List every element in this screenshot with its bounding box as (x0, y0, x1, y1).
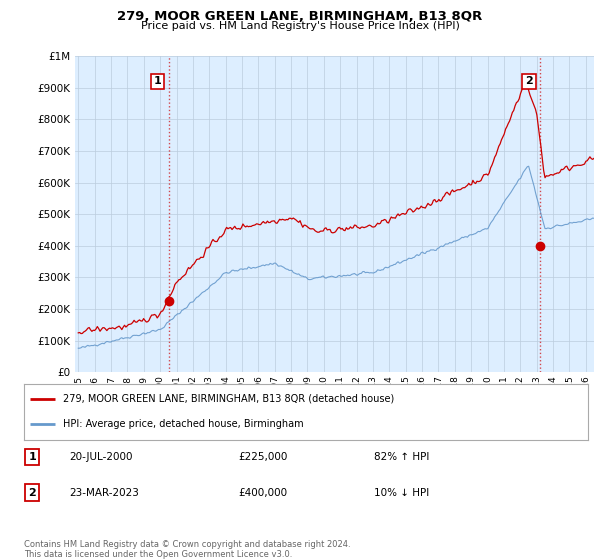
Text: 2: 2 (29, 488, 37, 497)
Text: 23-MAR-2023: 23-MAR-2023 (69, 488, 139, 497)
Text: Price paid vs. HM Land Registry's House Price Index (HPI): Price paid vs. HM Land Registry's House … (140, 21, 460, 31)
Text: 279, MOOR GREEN LANE, BIRMINGHAM, B13 8QR (detached house): 279, MOOR GREEN LANE, BIRMINGHAM, B13 8Q… (64, 394, 395, 404)
Text: £400,000: £400,000 (238, 488, 287, 497)
Text: £225,000: £225,000 (238, 452, 287, 462)
Text: 20-JUL-2000: 20-JUL-2000 (69, 452, 133, 462)
Text: 82% ↑ HPI: 82% ↑ HPI (374, 452, 429, 462)
Text: 2: 2 (525, 76, 533, 86)
Text: 1: 1 (29, 452, 37, 462)
Text: 279, MOOR GREEN LANE, BIRMINGHAM, B13 8QR: 279, MOOR GREEN LANE, BIRMINGHAM, B13 8Q… (118, 10, 482, 23)
Text: Contains HM Land Registry data © Crown copyright and database right 2024.
This d: Contains HM Land Registry data © Crown c… (24, 540, 350, 559)
Text: 1: 1 (154, 76, 161, 86)
Text: HPI: Average price, detached house, Birmingham: HPI: Average price, detached house, Birm… (64, 419, 304, 430)
Text: 10% ↓ HPI: 10% ↓ HPI (374, 488, 429, 497)
